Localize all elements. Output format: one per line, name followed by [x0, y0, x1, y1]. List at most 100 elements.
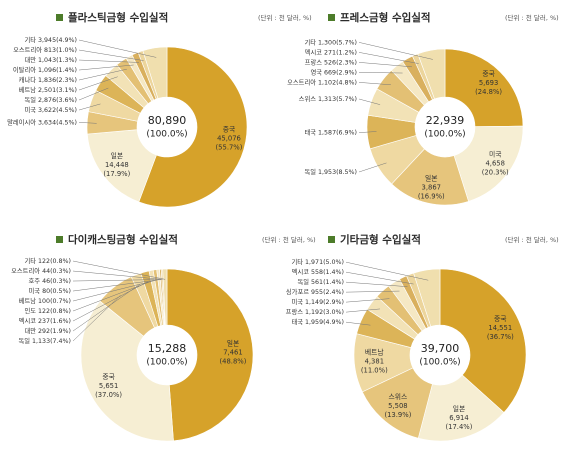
slice-label-part: 1,192	[305, 309, 323, 316]
leader-line	[358, 131, 377, 133]
title-bullet	[328, 14, 335, 21]
slice-label-part: (1.4%)	[323, 279, 344, 286]
slice	[142, 46, 168, 99]
leader-line	[72, 279, 157, 302]
slice-label-part: 271	[324, 49, 336, 56]
leader-line	[345, 261, 429, 281]
slice-label-part: (4.9%)	[323, 319, 344, 326]
slice-label: 싱가포르 955(2.4%)	[286, 287, 344, 296]
leader-line	[345, 271, 414, 285]
slice-label-part: (8.5%)	[336, 169, 357, 176]
slice-label-part: 100	[38, 298, 50, 305]
slice-label-part: 1,953	[318, 169, 336, 176]
slice-label: 기타 3,945(4.9%)	[24, 35, 77, 44]
slice-label-part: 669	[324, 69, 336, 76]
slice-label-part: 영국	[310, 67, 322, 76]
slice-label: 기타 122(0.8%)	[24, 256, 71, 265]
slice-label: 베트남 100(0.7%)	[19, 296, 71, 305]
slice-label-part: 1,959	[305, 319, 323, 326]
slice-label-part: (2.3%)	[56, 77, 77, 84]
slice-label-part: 멕시코	[19, 316, 37, 325]
slice-label-part: 일본	[111, 151, 124, 160]
slice-label: 독일 561(1.4%)	[297, 277, 344, 286]
slice-label-part: 미국	[28, 286, 40, 295]
slice-label: 일본 3,867 (16.9%)	[418, 173, 445, 200]
center-percent: (100.0%)	[419, 358, 460, 368]
slice-label-part: (0.8%)	[50, 308, 71, 315]
leader-line	[358, 62, 412, 68]
slice-label: 기타 1,971(5.0%)	[291, 257, 344, 266]
slice-label-part: 1,133	[32, 338, 50, 345]
slice-label-part: (1.0%)	[56, 47, 77, 54]
leader-line	[72, 281, 148, 322]
slice-label-part: 독일	[18, 336, 30, 345]
slice-label: 대만 1,043(1.3%)	[24, 55, 77, 64]
slice-label-part: 1,313	[318, 96, 336, 103]
slice-label-part: 베트남	[19, 85, 37, 94]
slice-label-part: (1.4%)	[323, 269, 344, 276]
slice-label: 오스트리아 813(1.0%)	[13, 45, 77, 54]
leader-line	[78, 59, 139, 63]
leader-line	[72, 279, 162, 282]
slice-label-part: (2.9%)	[323, 299, 344, 306]
slice-label-part: (1.6%)	[50, 318, 71, 325]
slice-label-part: 중국	[494, 315, 507, 323]
slice-label-part: 2,501	[38, 87, 56, 94]
slice-label: 영국 669(2.9%)	[310, 67, 357, 76]
chart-title: 기타금형 수입실적	[340, 233, 421, 246]
slice-label: 독일 1,953(8.5%)	[304, 167, 357, 176]
slice-label-part: 오스트리아	[13, 45, 42, 54]
title-bullet	[56, 236, 63, 243]
slice-label-part: 일본	[453, 404, 466, 413]
slice-label-part: (0.3%)	[50, 278, 71, 285]
slice	[453, 125, 524, 202]
slice-label: 인도 122(0.8%)	[24, 306, 71, 315]
slice-label-part: 4,658	[485, 159, 504, 167]
slice-label-part: 기타	[304, 37, 316, 46]
slice-label-part: 싱가포르	[286, 287, 309, 296]
slice-label-part: 3,867	[422, 183, 441, 191]
slice	[417, 374, 505, 442]
slice-label-part: 5,693	[479, 79, 498, 87]
slice-label-part: (0.8%)	[50, 258, 71, 265]
slice-label-part: (4.5%)	[56, 107, 77, 114]
slice-label-part: 태국	[304, 129, 316, 137]
slice-label: 대만 292(1.9%)	[24, 326, 71, 335]
slice-label-part: (2.4%)	[323, 289, 344, 296]
leader-line	[358, 98, 381, 105]
slice-label-part: (4.5%)	[56, 119, 77, 126]
slice-label-part: 1,971	[305, 259, 323, 266]
slice	[417, 48, 446, 100]
slice-label: 베트남 4,381 (11.0%)	[361, 347, 388, 374]
slice-label: 기타 1,300(5.7%)	[304, 37, 357, 46]
slice-label-part: 80	[42, 288, 50, 295]
slice-label-part: (5.7%)	[336, 96, 357, 103]
slice-label-part: (11.0%)	[361, 366, 388, 374]
slice-label-part: (3.6%)	[56, 97, 77, 104]
slice-label-part: (13.9%)	[384, 411, 411, 419]
slice-label-part: (17.4%)	[446, 423, 473, 431]
slice-label-part: 46	[42, 278, 50, 285]
slice-label-part: 중국	[102, 373, 115, 381]
center-total: 22,939	[426, 114, 465, 127]
slice-label-part: (20.3%)	[482, 168, 509, 176]
slice-label-part: 독일	[304, 167, 316, 176]
slice-label-part: 태국	[291, 318, 303, 326]
slice-label-part: 4,381	[365, 357, 384, 365]
leader-line	[78, 103, 101, 111]
title-bullet	[328, 236, 335, 243]
slice-label-part: 캐나다	[19, 75, 37, 84]
slice-label-part: (37.0%)	[95, 391, 122, 399]
slice-label-part: (16.9%)	[418, 192, 445, 200]
leader-line	[78, 76, 118, 91]
slice-label-part: 이탈리아	[13, 65, 36, 74]
slice-label: 베트남 2,501(3.1%)	[19, 85, 77, 94]
chart-title: 다이캐스팅금형 수입실적	[68, 233, 178, 246]
slice-label: 스위스 5,508 (13.9%)	[384, 393, 411, 419]
slice	[162, 268, 168, 326]
center-percent: (100.0%)	[424, 130, 465, 140]
slice-label-part: 일본	[227, 339, 240, 348]
slice-label-part: 베트남	[19, 296, 37, 305]
slice-label-part: 기타	[291, 257, 303, 266]
slice-label-part: 기타	[24, 35, 36, 44]
